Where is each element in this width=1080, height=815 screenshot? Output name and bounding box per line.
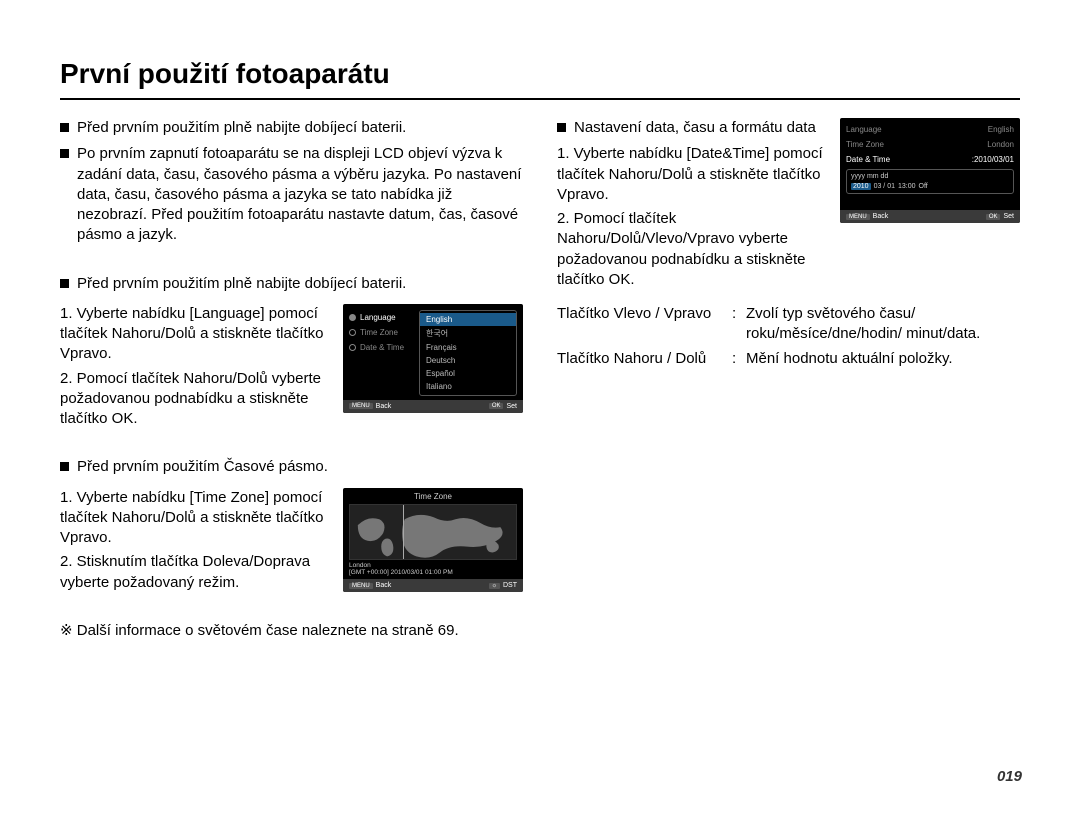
bullet-item: Nastavení data, času a formátu data (557, 118, 824, 138)
menu-key-icon: MENU (349, 583, 373, 589)
lcd-datetime-screenshot: Language English Time Zone London Date & T… (840, 118, 1020, 223)
square-bullet-icon (60, 149, 69, 158)
menu-key-icon: MENU (846, 214, 870, 220)
lcd-back-label: Back (376, 582, 392, 589)
lcd-title: Time Zone (349, 492, 517, 501)
bullet-item: Před prvním použitím plně nabijte dobíje… (60, 274, 523, 294)
lcd-option: Italiano (420, 380, 516, 393)
square-bullet-icon (60, 123, 69, 132)
lcd-row-val: London (987, 140, 1014, 149)
lcd-time: 13:00 (898, 183, 916, 190)
lcd-back-label: Back (873, 213, 889, 220)
bullet-text: Po prvním zapnutí fotoaparátu se na disp… (77, 144, 523, 245)
lcd-option: Español (420, 367, 516, 380)
lcd-city: London (349, 562, 517, 570)
lcd-back-label: Back (376, 403, 392, 410)
lcd-gmt-line: [GMT +00:00] 2010/03/01 01:00 PM (349, 569, 517, 577)
square-bullet-icon (60, 279, 69, 288)
lcd-set-label: Set (1003, 213, 1014, 220)
lcd-dst-label: DST (503, 582, 517, 589)
numbered-step: 1. Vyberte nabídku [Language] pomocí tla… (60, 304, 327, 365)
lcd-option: Deutsch (420, 354, 516, 367)
lcd-row-val: English (988, 125, 1014, 134)
bullet-item: Po prvním zapnutí fotoaparátu se na disp… (60, 144, 523, 245)
lcd-timezone-screenshot: Time Zone (343, 488, 523, 593)
lcd-row-key: Time Zone (846, 140, 884, 149)
kv-sep: : (732, 349, 746, 369)
lcd-set-label: Set (506, 403, 517, 410)
lcd-year: 2010 (851, 183, 871, 190)
kv-val: Mění hodnotu aktuální položky. (746, 349, 1020, 369)
kv-key: Tlačítko Vlevo / Vpravo (557, 304, 732, 345)
bullet-item: Před prvním použitím Časové pásmo. (60, 457, 523, 477)
kv-sep: : (732, 304, 746, 345)
kv-key: Tlačítko Nahoru / Dolů (557, 349, 732, 369)
footnote: ※ Další informace o světovém čase nalezn… (60, 621, 523, 639)
page-title: První použití fotoaparátu (60, 58, 1020, 90)
kv-val: Zvolí typ světového času/ roku/měsíce/dn… (746, 304, 1020, 345)
square-bullet-icon (557, 123, 566, 132)
lcd-menu-item: Language (360, 313, 396, 322)
radio-dot-icon (349, 314, 356, 321)
numbered-step: 2. Stisknutím tlačítka Doleva/Doprava vy… (60, 552, 327, 593)
numbered-step: 1. Vyberte nabídku [Date&Time] pomocí tl… (557, 144, 824, 205)
lcd-language-screenshot: Language Time Zone Date & Time English 한… (343, 304, 523, 413)
lcd-option: English (420, 313, 516, 326)
world-map-icon (349, 504, 517, 560)
numbered-step: 2. Pomocí tlačítek Nahoru/Dolů/Vlevo/Vpr… (557, 209, 824, 290)
lcd-off: Off (919, 183, 928, 190)
ok-key-icon: OK (986, 214, 1001, 220)
bullet-text: Před prvním použitím plně nabijte dobíje… (77, 118, 406, 138)
numbered-step: 1. Vyberte nabídku [Time Zone] pomocí tl… (60, 488, 327, 549)
numbered-step: 2. Pomocí tlačítek Nahoru/Dolů vyberte p… (60, 369, 327, 430)
menu-key-icon: MENU (349, 403, 373, 409)
bullet-text: Nastavení data, času a formátu data (574, 118, 816, 138)
lcd-option: Français (420, 341, 516, 354)
square-bullet-icon (60, 462, 69, 471)
meridian-line (403, 505, 404, 559)
ok-key-icon: OK (489, 403, 504, 409)
radio-dot-icon (349, 344, 356, 351)
lcd-monthday: 03 / 01 (874, 183, 895, 190)
lcd-row-key: Date & Time (846, 155, 890, 164)
title-rule (60, 98, 1020, 100)
lcd-option: 한국어 (420, 326, 516, 341)
radio-dot-icon (349, 329, 356, 336)
lcd-menu-item: Time Zone (360, 328, 398, 337)
bullet-item: Před prvním použitím plně nabijte dobíje… (60, 118, 523, 138)
lcd-row-val: :2010/03/01 (972, 155, 1014, 164)
bullet-text: Před prvním použitím Časové pásmo. (77, 457, 328, 477)
lcd-format: yyyy mm dd (851, 173, 1009, 180)
key-value-row: Tlačítko Nahoru / Dolů : Mění hodnotu ak… (557, 349, 1020, 369)
bullet-text: Před prvním použitím plně nabijte dobíje… (77, 274, 406, 294)
lcd-row-key: Language (846, 125, 882, 134)
page-number: 019 (997, 768, 1022, 785)
ok-key-icon: ☼ (489, 583, 501, 589)
lcd-menu-item: Date & Time (360, 343, 404, 352)
key-value-row: Tlačítko Vlevo / Vpravo : Zvolí typ svět… (557, 304, 1020, 345)
